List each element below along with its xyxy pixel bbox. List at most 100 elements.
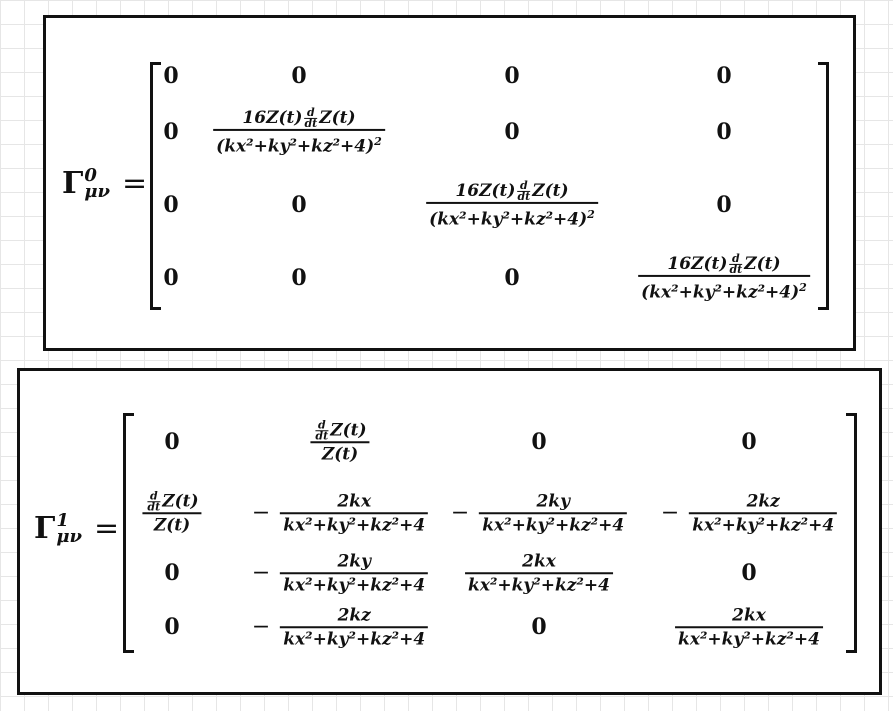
derivative-bar	[147, 500, 161, 502]
derivative-bar	[304, 117, 318, 119]
fraction: 2kx kx²+ky²+kz²+4	[675, 604, 823, 650]
numerator-function: Z(t)	[744, 253, 781, 274]
matrix-cell-r3-c2: 0	[531, 614, 546, 640]
fraction-denominator: kx²+ky²+kz²+4	[468, 574, 610, 595]
fraction-bar	[280, 572, 429, 574]
fraction-bar	[689, 512, 838, 514]
gamma-symbol: Γ	[34, 511, 56, 546]
denominator-power: 2	[587, 207, 595, 221]
fraction: 2kz kx²+ky²+kz²+4	[280, 604, 429, 650]
fraction-bar	[465, 572, 613, 574]
gamma-1-label: Γ 1 μν =	[34, 511, 119, 546]
fraction-denominator: kx²+ky²+kz²+4	[482, 514, 625, 535]
matrix-cell-r2-c3: 0	[741, 560, 756, 586]
numerator-function: Z(t)	[319, 107, 356, 128]
equals-sign: =	[121, 166, 148, 201]
fraction-bar	[142, 512, 202, 514]
denominator-expression: (kx²+ky²+kz²+4)	[429, 209, 588, 230]
derivative-d: d	[306, 105, 315, 119]
fraction-denominator: Z(t)	[151, 514, 193, 536]
matrix-cell-r3-c1: −2kz kx²+ky²+kz²+4	[251, 604, 429, 650]
matrix-cell-r0-c3: 0	[716, 63, 731, 89]
matrix-cell-r3-c2: 0	[504, 265, 519, 291]
fraction-bar	[280, 626, 429, 628]
equals-sign: =	[93, 511, 120, 546]
fraction-numerator: d dt Z(t)	[142, 490, 201, 512]
matrix-cell-r1-c0: d dt Z(t) Z(t)	[142, 490, 202, 536]
fraction-bar	[213, 128, 385, 131]
fraction-bar	[638, 274, 810, 277]
fraction: 16Z(t) d dt Z(t) (kx²+ky²+kz²+4)2	[638, 251, 810, 303]
denominator-expression: (kx²+ky²+kz²+4)	[641, 282, 800, 303]
matrix-left-bracket	[150, 62, 161, 310]
matrix-entry: 0	[163, 63, 179, 89]
fraction-bar	[479, 512, 628, 514]
fraction-numerator: 2kx	[337, 491, 372, 512]
derivative-dt: dt	[517, 189, 531, 203]
christoffel-gamma-1-panel: Γ 1 μν = 0 d dt Z(t) Z(t) 0 0 d dt Z(t) Z(t) −2kx kx…	[17, 368, 882, 695]
gamma-symbol: Γ	[62, 166, 84, 201]
matrix-entry: 0	[531, 429, 547, 455]
fraction-numerator: 2kx	[522, 551, 556, 572]
fraction: 2ky kx²+ky²+kz²+4	[479, 490, 628, 536]
fraction-denominator: kx²+ky²+kz²+4	[283, 628, 426, 649]
numerator-coefficient: 16Z(t)	[242, 107, 303, 128]
gamma-superscript: 1	[56, 509, 69, 531]
fraction: 16Z(t) d dt Z(t) (kx²+ky²+kz²+4)2	[426, 179, 598, 230]
matrix-cell-r0-c1: 0	[291, 63, 306, 89]
matrix-left-bracket	[123, 413, 134, 653]
derivative-dt: dt	[304, 116, 318, 130]
matrix-entry: 0	[716, 192, 732, 218]
numerator-function: Z(t)	[532, 180, 569, 201]
minus-sign: −	[251, 614, 271, 640]
fraction-numerator: 16Z(t) d dt Z(t)	[452, 179, 571, 203]
denominator-expression: Z(t)	[321, 443, 359, 464]
fraction-denominator: (kx²+ky²+kz²+4)2	[213, 130, 385, 157]
matrix-entry: 0	[504, 119, 520, 145]
fraction: d dt Z(t) Z(t)	[142, 490, 202, 536]
derivative-operator: d dt	[729, 251, 743, 274]
fraction-denominator: Z(t)	[319, 443, 361, 465]
derivative-dt: dt	[147, 499, 161, 513]
matrix-cell-r0-c0: 0	[164, 429, 179, 455]
denominator-power: 2	[374, 134, 382, 148]
matrix-cell-r1-c1: −2kx kx²+ky²+kz²+4	[252, 490, 429, 536]
fraction: 2kx kx²+ky²+kz²+4	[465, 550, 613, 596]
fraction-bar	[675, 626, 823, 628]
denominator-expression: (kx²+ky²+kz²+4)	[216, 136, 375, 157]
matrix-entry: 0	[741, 429, 757, 455]
christoffel-gamma-0-panel: Γ 0 μν = 0 0 0 0 0 16Z(t) d dt Z(t) (kx²+ky²+kz²+…	[43, 15, 856, 351]
fraction-numerator: 2ky	[337, 551, 371, 572]
fraction-denominator: kx²+ky²+kz²+4	[678, 628, 820, 649]
matrix-cell-r3-c3: 16Z(t) d dt Z(t) (kx²+ky²+kz²+4)2	[638, 251, 810, 303]
matrix-cell-r1-c2: −2ky kx²+ky²+kz²+4	[451, 490, 628, 536]
matrix-cell-r0-c2: 0	[531, 429, 546, 455]
matrix-entry: 0	[291, 192, 307, 218]
gamma-0-label: Γ 0 μν =	[62, 166, 147, 201]
fraction-numerator: d dt Z(t)	[310, 419, 369, 441]
fraction-numerator: 16Z(t) d dt Z(t)	[239, 105, 358, 130]
matrix-right-bracket	[818, 62, 829, 310]
matrix-cell-r2-c2: 2kx kx²+ky²+kz²+4	[465, 550, 613, 596]
fraction: 2kx kx²+ky²+kz²+4	[280, 490, 429, 536]
derivative-operator: d dt	[147, 490, 161, 513]
denominator-power: 2	[799, 280, 807, 294]
fraction-numerator: 2ky	[536, 491, 570, 512]
matrix-entry: 0	[164, 560, 180, 586]
derivative-d: d	[731, 251, 740, 265]
derivative-d: d	[317, 417, 326, 431]
derivative-bar	[517, 190, 531, 192]
gamma-subscript: μν	[84, 180, 110, 202]
fraction-bar	[426, 201, 598, 204]
matrix-cell-r2-c2: 16Z(t) d dt Z(t) (kx²+ky²+kz²+4)2	[426, 179, 598, 230]
derivative-bar	[315, 429, 329, 431]
matrix-cell-r2-c0: 0	[164, 560, 179, 586]
derivative-dt: dt	[315, 428, 329, 442]
matrix-cell-r3-c0: 0	[164, 614, 179, 640]
fraction: 16Z(t) d dt Z(t) (kx²+ky²+kz²+4)2	[213, 105, 385, 157]
gamma-subscript: μν	[56, 525, 82, 547]
matrix-entry: 0	[741, 560, 757, 586]
matrix-entry: 0	[504, 265, 520, 291]
matrix-cell-r0-c1: d dt Z(t) Z(t)	[310, 419, 370, 465]
matrix-entry: 0	[164, 614, 180, 640]
